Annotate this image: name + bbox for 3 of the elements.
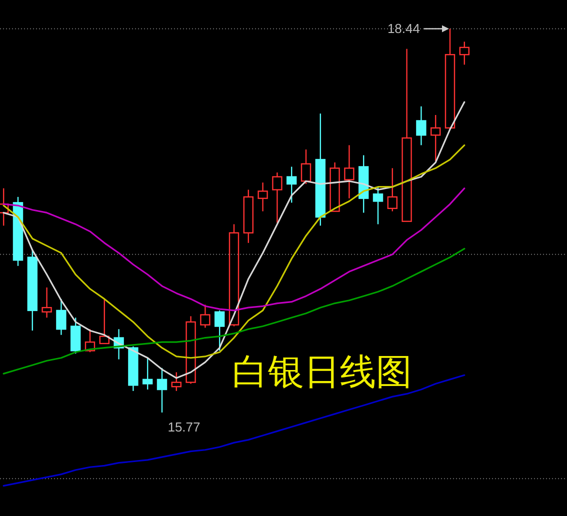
title: 白银日线图 xyxy=(232,352,412,393)
annotation: 15.77 xyxy=(168,420,200,435)
annotation: 18.44 xyxy=(387,21,420,36)
